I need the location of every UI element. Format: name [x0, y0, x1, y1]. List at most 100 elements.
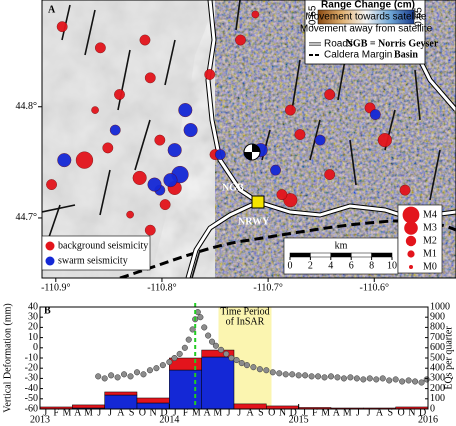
x-tick-label: 2014	[159, 414, 179, 425]
deformation-point	[353, 375, 360, 382]
background-event	[294, 129, 306, 140]
swarm-event	[163, 173, 178, 188]
background-event	[56, 21, 68, 33]
deformation-point	[95, 373, 102, 380]
scale-tick-label: 2	[308, 260, 313, 271]
background-event	[94, 42, 106, 54]
background-event	[276, 189, 288, 201]
deformation-point	[360, 376, 367, 383]
legend-label: background seismicity	[58, 240, 148, 251]
magnitude-label: M4	[423, 209, 437, 220]
y-tick-label: 44.8°	[16, 101, 38, 112]
deformation-point	[276, 370, 283, 377]
y-tick-label: 10	[28, 332, 38, 343]
legend-swatch	[45, 241, 55, 251]
deformation-point	[302, 372, 309, 379]
deformation-point	[321, 374, 328, 381]
swarm-event	[270, 164, 281, 176]
colorbar-min: -0.65	[308, 5, 319, 28]
deformation-point	[181, 344, 188, 351]
month-label: D	[160, 407, 167, 418]
background-bar	[201, 349, 235, 358]
background-event	[154, 134, 166, 146]
y-tick-label: 40	[28, 301, 38, 312]
deformation-point	[243, 362, 250, 369]
y-tick-label: -60	[25, 403, 38, 414]
deformation-point	[146, 367, 153, 374]
y-tick-label: -40	[25, 383, 38, 394]
swarm-event	[214, 149, 226, 160]
insar-label: of InSAR	[226, 316, 265, 327]
month-label: M	[62, 407, 71, 418]
month-label: O	[397, 407, 404, 418]
swarm-bar	[201, 356, 235, 410]
scale-segment	[350, 252, 372, 258]
y2-tick-label: 500	[430, 352, 445, 363]
colorbar	[317, 9, 415, 25]
magnitude-label: M1	[423, 248, 437, 259]
y2-tick-label: 300	[430, 373, 445, 384]
deformation-point	[185, 336, 192, 343]
month-label: J	[43, 407, 47, 418]
background-event	[204, 69, 216, 80]
month-label: M	[192, 407, 201, 418]
y2-tick-label: 100	[430, 393, 445, 404]
swarm-event	[167, 143, 182, 158]
swarm-event	[314, 134, 326, 146]
scale-title: km	[335, 240, 348, 251]
background-event	[284, 104, 296, 116]
y-tick-label: 20	[28, 322, 38, 333]
y2-axis-title: EQs per quarter	[443, 326, 454, 390]
deformation-point	[263, 367, 270, 374]
deformation-point	[347, 374, 354, 381]
month-label: D	[290, 407, 297, 418]
hillshade	[42, 0, 215, 278]
magnitude-swatch	[405, 235, 417, 247]
month-label: M	[213, 407, 222, 418]
deformation-point	[212, 342, 219, 349]
month-label: A	[117, 407, 125, 418]
scale-tick-label: 10	[387, 260, 397, 271]
deformation-point	[282, 371, 289, 378]
deformation-point	[140, 371, 147, 378]
background-event	[251, 10, 260, 19]
background-event	[75, 151, 94, 169]
swarm-event	[109, 124, 121, 136]
deformation-point	[315, 373, 322, 380]
swarm-event	[369, 109, 381, 120]
x-tick-label: -110.7°	[253, 282, 282, 293]
month-label: S	[129, 407, 135, 418]
background-event	[324, 89, 336, 100]
background-event	[139, 34, 151, 46]
ngb-legend: Basin	[394, 49, 418, 60]
background-event	[114, 89, 125, 100]
scale-segment	[310, 252, 332, 258]
deformation-point	[405, 377, 412, 384]
legend-box	[41, 235, 151, 271]
month-label: M	[84, 407, 93, 418]
background-event	[377, 133, 392, 148]
month-label: J	[97, 407, 101, 418]
month-label: N	[408, 407, 415, 418]
roads-label: Roads	[324, 39, 353, 50]
background-event	[283, 193, 298, 208]
x-tick-label: 2015	[289, 414, 309, 425]
month-label: J	[227, 407, 231, 418]
deformation-point	[233, 356, 240, 364]
panel-label: A	[48, 4, 56, 15]
y2-tick-label: 900	[430, 311, 445, 322]
y2-tick-label: 400	[430, 362, 445, 373]
nrwy-station	[251, 195, 265, 209]
scale-tick-label: 0	[288, 260, 293, 271]
deformation-point	[256, 366, 263, 373]
month-label: J	[367, 407, 371, 418]
magnitude-swatch	[409, 265, 413, 269]
background-event	[399, 184, 411, 196]
deformation-point	[205, 332, 212, 339]
month-label: F	[53, 407, 59, 418]
deformation-point	[423, 376, 430, 383]
y-tick-label: -10	[25, 352, 38, 363]
caldera-label: Caldera Margin	[324, 50, 392, 61]
x-tick-label: 2016	[418, 414, 438, 425]
ngb-label: NGB	[222, 182, 244, 193]
